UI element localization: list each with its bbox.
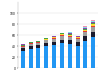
- Bar: [91, 23, 95, 24]
- Bar: [68, 37, 72, 40]
- Bar: [21, 48, 25, 51]
- Bar: [21, 45, 25, 46]
- Bar: [36, 48, 40, 68]
- Bar: [29, 46, 32, 49]
- Bar: [60, 35, 64, 36]
- Bar: [52, 45, 56, 68]
- Bar: [91, 26, 95, 27]
- Bar: [91, 24, 95, 26]
- Bar: [52, 39, 56, 42]
- Bar: [60, 36, 64, 40]
- Bar: [91, 32, 95, 37]
- Bar: [68, 35, 72, 36]
- Bar: [21, 51, 25, 68]
- Bar: [52, 36, 56, 37]
- Bar: [84, 27, 87, 28]
- Bar: [44, 40, 48, 43]
- Bar: [29, 42, 32, 43]
- Bar: [21, 46, 25, 47]
- Bar: [29, 49, 32, 68]
- Bar: [91, 37, 95, 68]
- Bar: [44, 39, 48, 40]
- Bar: [76, 46, 80, 68]
- Bar: [60, 40, 64, 43]
- Bar: [91, 21, 95, 22]
- Bar: [91, 20, 95, 21]
- Bar: [36, 41, 40, 42]
- Bar: [68, 34, 72, 35]
- Bar: [84, 31, 87, 32]
- Bar: [84, 30, 87, 31]
- Bar: [68, 33, 72, 34]
- Bar: [44, 43, 48, 46]
- Bar: [52, 42, 56, 45]
- Bar: [84, 26, 87, 27]
- Bar: [44, 46, 48, 68]
- Bar: [76, 39, 80, 42]
- Bar: [52, 37, 56, 38]
- Bar: [36, 43, 40, 45]
- Bar: [76, 38, 80, 39]
- Bar: [60, 33, 64, 34]
- Bar: [68, 32, 72, 33]
- Bar: [68, 40, 72, 44]
- Bar: [60, 34, 64, 35]
- Bar: [84, 36, 87, 41]
- Bar: [76, 37, 80, 38]
- Bar: [68, 36, 72, 37]
- Bar: [29, 44, 32, 46]
- Bar: [91, 27, 95, 32]
- Bar: [52, 38, 56, 39]
- Bar: [91, 22, 95, 23]
- Bar: [84, 29, 87, 30]
- Bar: [84, 41, 87, 68]
- Bar: [76, 42, 80, 46]
- Bar: [44, 38, 48, 39]
- Bar: [36, 42, 40, 43]
- Bar: [68, 44, 72, 68]
- Bar: [84, 28, 87, 29]
- Bar: [84, 32, 87, 36]
- Bar: [29, 43, 32, 44]
- Bar: [36, 45, 40, 48]
- Bar: [21, 47, 25, 48]
- Bar: [76, 36, 80, 37]
- Bar: [60, 43, 64, 68]
